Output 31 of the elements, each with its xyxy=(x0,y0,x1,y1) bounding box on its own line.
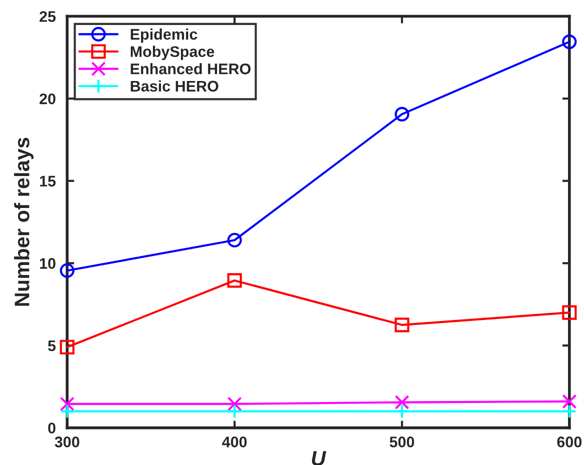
legend-label: Enhanced HERO xyxy=(130,63,251,74)
y-tick-label: 10 xyxy=(40,258,56,269)
point xyxy=(60,404,74,419)
y-tick-label: 5 xyxy=(48,340,56,352)
y-tick-label: 0 xyxy=(48,422,56,434)
x-tick-label: 600 xyxy=(557,436,582,448)
point xyxy=(227,232,242,248)
point xyxy=(60,340,74,354)
point xyxy=(60,396,74,412)
point xyxy=(394,318,410,332)
legend-label: Epidemic xyxy=(130,28,198,43)
x-tick-label: 400 xyxy=(222,436,247,448)
y-axis-title: Number of relays xyxy=(14,138,34,306)
point xyxy=(394,404,410,419)
point xyxy=(394,394,410,410)
point xyxy=(394,106,410,122)
point xyxy=(562,305,577,320)
x-tick-label: 300 xyxy=(54,436,80,448)
point xyxy=(562,394,577,409)
point xyxy=(562,404,577,419)
x-tick-label: 500 xyxy=(390,436,414,448)
y-tick-label: 20 xyxy=(40,93,56,104)
legend-label: Basic HERO xyxy=(130,80,218,92)
point xyxy=(562,34,577,50)
y-tick-label: 15 xyxy=(40,176,56,187)
point xyxy=(227,404,242,419)
legend-label: MobySpace xyxy=(130,46,214,60)
point xyxy=(227,396,242,412)
y-tick-label: 25 xyxy=(40,11,56,22)
point xyxy=(60,263,74,278)
point xyxy=(227,273,242,288)
